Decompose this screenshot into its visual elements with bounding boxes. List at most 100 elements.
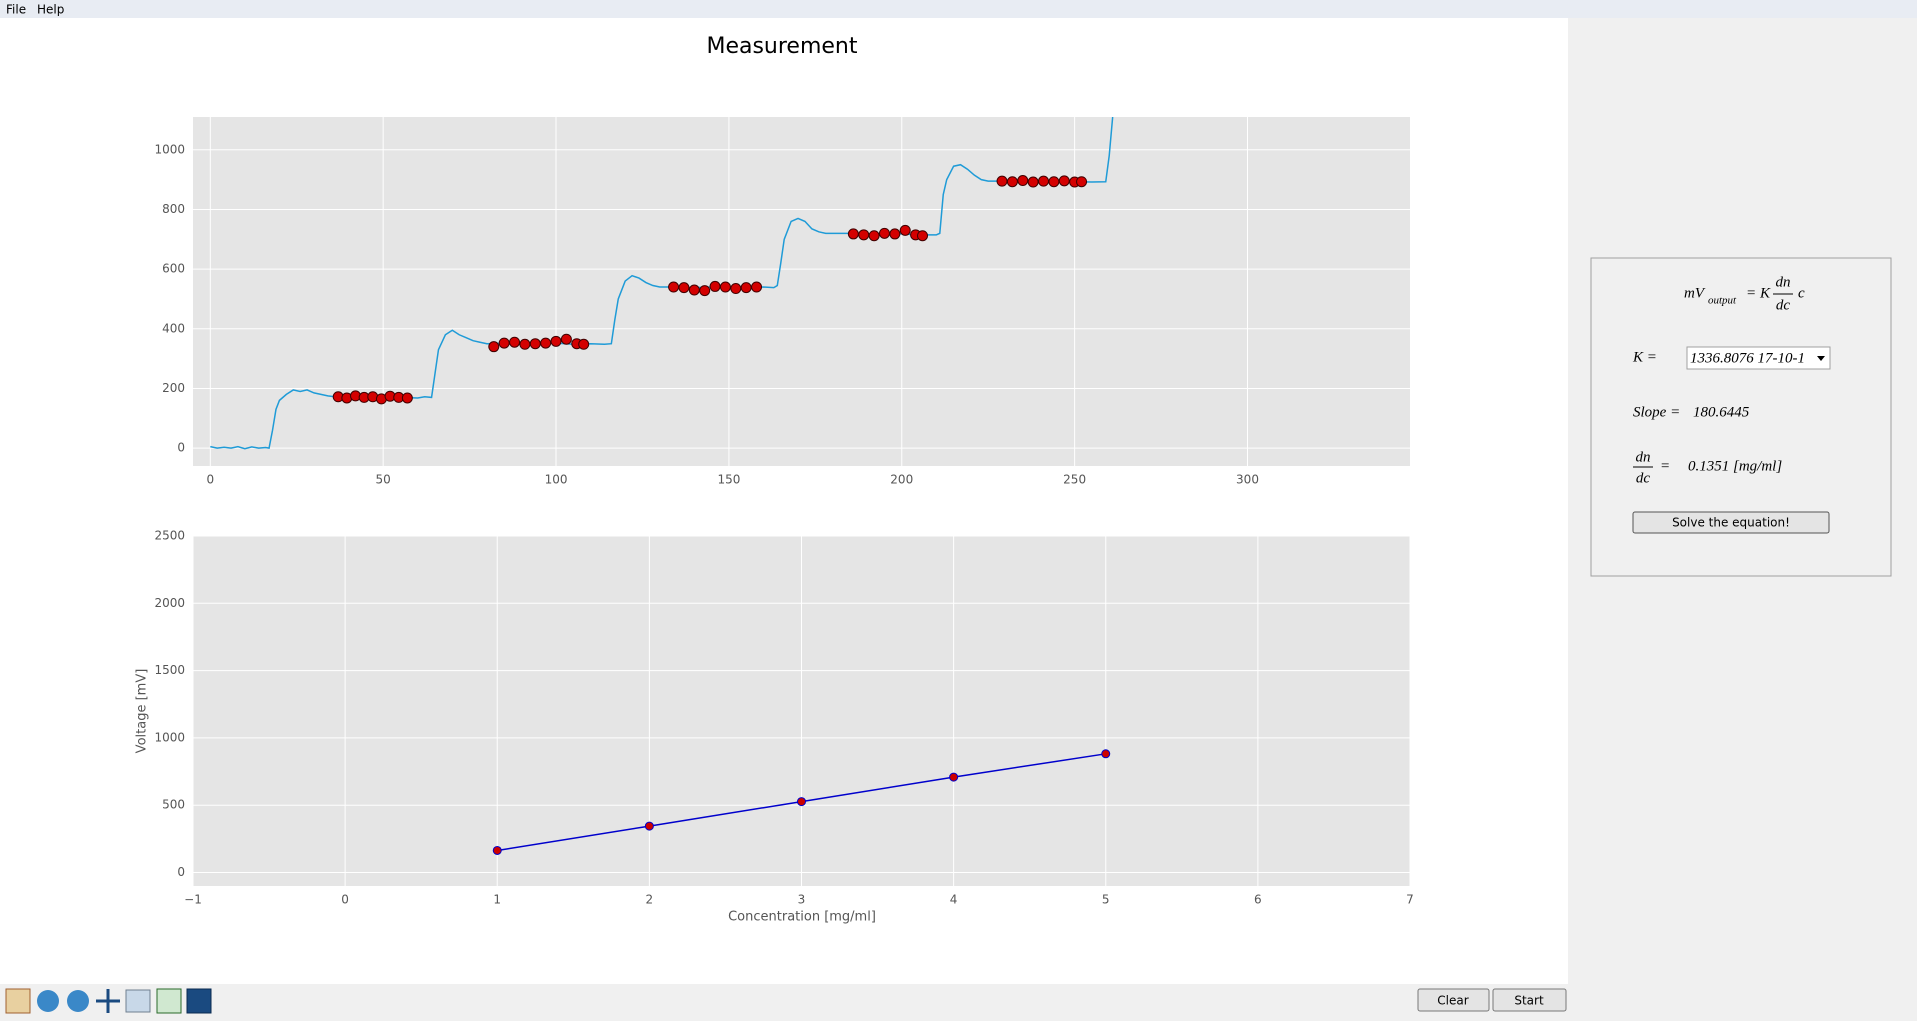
equation-c: c	[1798, 285, 1805, 301]
subplots-icon[interactable]	[156, 988, 182, 1014]
data-point	[488, 341, 500, 353]
y-tick-label: 2500	[154, 529, 185, 543]
data-point	[740, 282, 752, 294]
data-point	[878, 227, 890, 239]
home-icon[interactable]	[5, 988, 31, 1014]
y-tick-label: 1500	[154, 663, 185, 677]
x-tick-label: 300	[1236, 473, 1259, 487]
data-point	[498, 337, 510, 349]
series-line	[210, 117, 1114, 450]
y-tick-label: 200	[162, 381, 185, 395]
clear-button[interactable]	[1417, 988, 1490, 1012]
equation-lhs: mV	[1684, 285, 1706, 301]
data-point	[699, 285, 711, 297]
data-point	[719, 281, 731, 293]
solve-button-label[interactable]: Solve the equation!	[1672, 516, 1790, 530]
x-tick-label: 6	[1254, 893, 1262, 907]
data-point	[1006, 176, 1018, 188]
data-point	[996, 175, 1008, 187]
x-tick-label: −1	[184, 893, 202, 907]
k-dropdown[interactable]	[1686, 346, 1831, 370]
data-point	[644, 821, 654, 831]
clear-button-label[interactable]: Clear	[1437, 994, 1468, 1008]
k-label: K =	[1632, 349, 1657, 365]
data-point	[688, 284, 700, 296]
data-point	[529, 338, 541, 350]
chart-title: Measurement	[706, 34, 857, 59]
dndc-equals: =	[1660, 458, 1670, 474]
y-axis-label: Voltage [mV]	[135, 669, 150, 754]
menu-file[interactable]: File	[6, 3, 26, 17]
data-point	[949, 772, 959, 782]
x-tick-label: 250	[1063, 473, 1086, 487]
x-tick-label: 5	[1102, 893, 1110, 907]
back-icon[interactable]	[37, 990, 59, 1012]
x-tick-label: 2	[646, 893, 654, 907]
y-tick-label: 1000	[154, 730, 185, 744]
equation-numerator: dn	[1776, 274, 1791, 290]
data-point	[1076, 176, 1088, 188]
x-tick-label: 100	[545, 473, 568, 487]
data-point	[678, 282, 690, 294]
dndc-numerator: dn	[1636, 449, 1651, 465]
data-point	[668, 281, 680, 293]
slope-value: 180.6445	[1693, 404, 1750, 420]
x-tick-label: 3	[798, 893, 806, 907]
data-point	[519, 338, 531, 350]
data-point	[868, 230, 880, 242]
y-tick-label: 600	[162, 262, 185, 276]
data-point	[492, 845, 502, 855]
x-tick-label: 150	[717, 473, 740, 487]
data-point	[550, 335, 562, 347]
start-button[interactable]	[1492, 988, 1567, 1012]
data-point	[560, 333, 572, 345]
dropdown-arrow[interactable]	[1817, 356, 1825, 361]
data-point	[1017, 175, 1029, 187]
data-point	[889, 228, 901, 240]
data-point	[751, 281, 763, 293]
data-point	[709, 280, 721, 292]
data-point	[1101, 749, 1111, 759]
solve-button[interactable]	[1632, 511, 1830, 534]
data-point	[540, 337, 552, 349]
data-point	[899, 224, 911, 236]
data-point	[1048, 176, 1060, 188]
y-tick-label: 2000	[154, 596, 185, 610]
data-point	[401, 392, 413, 404]
zoom-icon[interactable]	[125, 989, 151, 1013]
slope-label: Slope =	[1633, 404, 1680, 420]
toolbar	[5, 988, 212, 1014]
dndc-denominator: dc	[1636, 470, 1651, 486]
data-point	[578, 338, 590, 350]
data-point	[917, 230, 929, 242]
plot-area	[193, 117, 1410, 466]
plot-clip	[210, 117, 1114, 450]
y-tick-label: 0	[177, 441, 185, 455]
data-point	[858, 229, 870, 241]
x-tick-label: 50	[376, 473, 391, 487]
save-icon[interactable]	[186, 988, 212, 1014]
menu-help[interactable]: Help	[37, 3, 64, 17]
dndc-value: 0.1351 [mg/ml]	[1688, 458, 1782, 474]
forward-icon[interactable]	[67, 990, 89, 1012]
data-point	[1027, 176, 1039, 188]
x-tick-label: 0	[341, 893, 349, 907]
k-value[interactable]: 1336.8076 17-10-1	[1690, 350, 1805, 366]
y-tick-label: 500	[162, 798, 185, 812]
start-button-label[interactable]: Start	[1514, 994, 1544, 1008]
x-tick-label: 0	[206, 473, 214, 487]
data-point	[730, 283, 742, 295]
data-point	[1038, 175, 1050, 187]
y-tick-label: 400	[162, 321, 185, 335]
x-tick-label: 1	[493, 893, 501, 907]
plot-clip	[492, 749, 1111, 855]
data-point	[1058, 175, 1070, 187]
equation-subscript: output	[1708, 295, 1737, 307]
y-tick-label: 1000	[154, 142, 185, 156]
equation-k: K	[1759, 285, 1771, 301]
equation-equals: =	[1746, 285, 1756, 301]
x-tick-label: 200	[890, 473, 913, 487]
pan-icon[interactable]	[96, 989, 120, 1013]
